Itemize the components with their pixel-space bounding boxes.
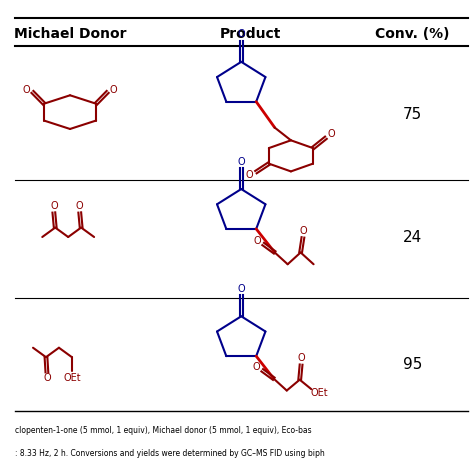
Text: O: O: [237, 157, 245, 167]
Text: Conv. (%): Conv. (%): [375, 27, 450, 41]
Text: O: O: [237, 29, 245, 39]
Text: O: O: [237, 284, 245, 294]
Text: 95: 95: [403, 357, 422, 372]
Text: O: O: [23, 84, 30, 95]
Text: clopenten-1-one (5 mmol, 1 equiv), Michael donor (5 mmol, 1 equiv), Eco-bas: clopenten-1-one (5 mmol, 1 equiv), Micha…: [15, 426, 311, 435]
Text: O: O: [43, 373, 51, 383]
Text: O: O: [110, 84, 118, 95]
Text: O: O: [252, 362, 260, 372]
Text: Michael Donor: Michael Donor: [14, 27, 126, 41]
Text: OEt: OEt: [63, 373, 81, 383]
Text: O: O: [253, 236, 261, 246]
Text: O: O: [50, 201, 58, 211]
Text: Product: Product: [220, 27, 281, 41]
Text: O: O: [297, 354, 305, 364]
Text: O: O: [328, 129, 335, 139]
Text: : 8.33 Hz, 2 h. Conversions and yields were determined by GC–MS FID using biph: : 8.33 Hz, 2 h. Conversions and yields w…: [15, 449, 324, 458]
Text: 24: 24: [403, 229, 422, 245]
Text: O: O: [299, 226, 307, 236]
Text: O: O: [246, 171, 253, 181]
Text: O: O: [76, 201, 83, 211]
Text: OEt: OEt: [310, 388, 328, 398]
Text: 75: 75: [403, 107, 422, 122]
